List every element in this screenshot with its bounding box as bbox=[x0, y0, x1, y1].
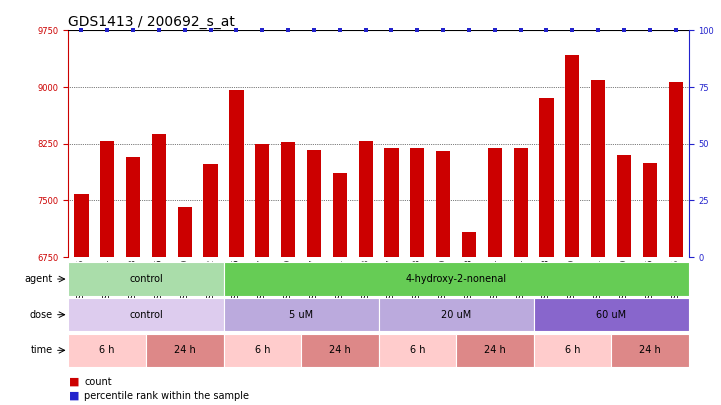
Bar bbox=[611, 334, 689, 367]
Bar bbox=[379, 334, 456, 367]
Bar bbox=[332, 173, 347, 257]
Text: 24 h: 24 h bbox=[174, 345, 195, 355]
Bar bbox=[224, 334, 301, 367]
Bar bbox=[539, 98, 554, 257]
Bar bbox=[534, 298, 689, 331]
Text: 24 h: 24 h bbox=[639, 345, 660, 355]
Bar bbox=[668, 82, 683, 257]
Bar bbox=[126, 157, 140, 257]
Bar bbox=[74, 194, 89, 257]
Bar bbox=[100, 141, 115, 257]
Bar bbox=[379, 298, 534, 331]
Bar bbox=[203, 164, 218, 257]
Bar bbox=[591, 80, 605, 257]
Bar bbox=[307, 150, 321, 257]
Text: 6 h: 6 h bbox=[565, 345, 580, 355]
Text: 6 h: 6 h bbox=[255, 345, 270, 355]
Bar bbox=[358, 141, 373, 257]
Text: 20 uM: 20 uM bbox=[441, 310, 471, 320]
Text: agent: agent bbox=[25, 274, 53, 284]
Text: count: count bbox=[84, 377, 112, 386]
Text: 4-hydroxy-2-nonenal: 4-hydroxy-2-nonenal bbox=[405, 274, 507, 284]
Text: 60 uM: 60 uM bbox=[596, 310, 626, 320]
Bar bbox=[68, 298, 224, 331]
Bar bbox=[487, 148, 502, 257]
Bar bbox=[281, 141, 295, 257]
Text: 6 h: 6 h bbox=[410, 345, 425, 355]
Bar bbox=[255, 144, 270, 257]
Bar bbox=[224, 298, 379, 331]
Bar bbox=[224, 262, 689, 296]
Text: control: control bbox=[129, 310, 163, 320]
Bar bbox=[534, 334, 611, 367]
Text: ■: ■ bbox=[68, 391, 79, 401]
Text: 5 uM: 5 uM bbox=[289, 310, 313, 320]
Text: 24 h: 24 h bbox=[329, 345, 350, 355]
Bar bbox=[617, 155, 631, 257]
Bar bbox=[152, 134, 166, 257]
Bar bbox=[436, 151, 450, 257]
Bar bbox=[177, 207, 192, 257]
Bar bbox=[229, 90, 244, 257]
Bar bbox=[410, 148, 425, 257]
Bar bbox=[146, 334, 224, 367]
Text: 24 h: 24 h bbox=[484, 345, 505, 355]
Text: GDS1413 / 200692_s_at: GDS1413 / 200692_s_at bbox=[68, 15, 235, 29]
Text: dose: dose bbox=[30, 310, 53, 320]
Text: percentile rank within the sample: percentile rank within the sample bbox=[84, 391, 249, 401]
Bar bbox=[565, 55, 580, 257]
Bar bbox=[513, 148, 528, 257]
Bar bbox=[642, 164, 657, 257]
Bar bbox=[68, 262, 224, 296]
Bar bbox=[68, 334, 146, 367]
Bar bbox=[456, 334, 534, 367]
Bar bbox=[462, 232, 476, 257]
Text: 6 h: 6 h bbox=[99, 345, 115, 355]
Bar bbox=[301, 334, 379, 367]
Text: control: control bbox=[129, 274, 163, 284]
Text: time: time bbox=[31, 345, 53, 355]
Bar bbox=[384, 148, 399, 257]
Text: ■: ■ bbox=[68, 377, 79, 386]
